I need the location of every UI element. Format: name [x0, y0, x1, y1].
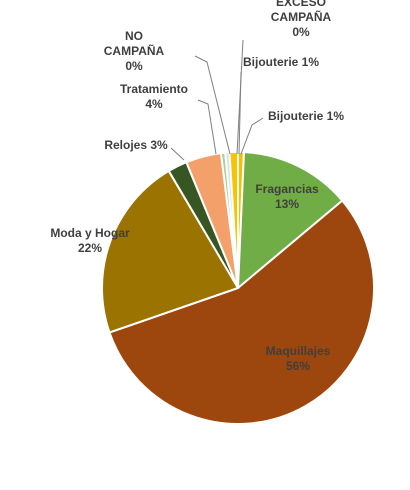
leader-line-0	[240, 117, 264, 155]
data-label-0: Bijouterie 1%	[268, 109, 344, 123]
leader-line-4	[170, 147, 185, 161]
data-label-4: Relojes 3%	[104, 138, 168, 152]
data-label-2: Maquillajes 56%	[266, 344, 331, 373]
pie-slice-maquillajes-2	[108, 199, 375, 425]
data-label-6: NO CAMPAÑA 0%	[104, 29, 165, 73]
data-label-3: Moda y Hogar 22%	[50, 226, 130, 255]
data-label-5: Tratamiento 4%	[120, 82, 188, 111]
leader-line-6	[194, 55, 231, 155]
data-label-8: Bijouterie 1%	[243, 55, 319, 69]
data-label-7: EXCESO CAMPAÑA 0%	[271, 0, 332, 39]
pie-slice-fragancias-1	[236, 151, 344, 291]
leader-line-8	[238, 71, 242, 155]
leader-line-5	[197, 99, 217, 155]
pie-slice-moda-y-hogar-3	[101, 169, 240, 334]
data-label-1: Fragancias 13%	[255, 182, 319, 211]
